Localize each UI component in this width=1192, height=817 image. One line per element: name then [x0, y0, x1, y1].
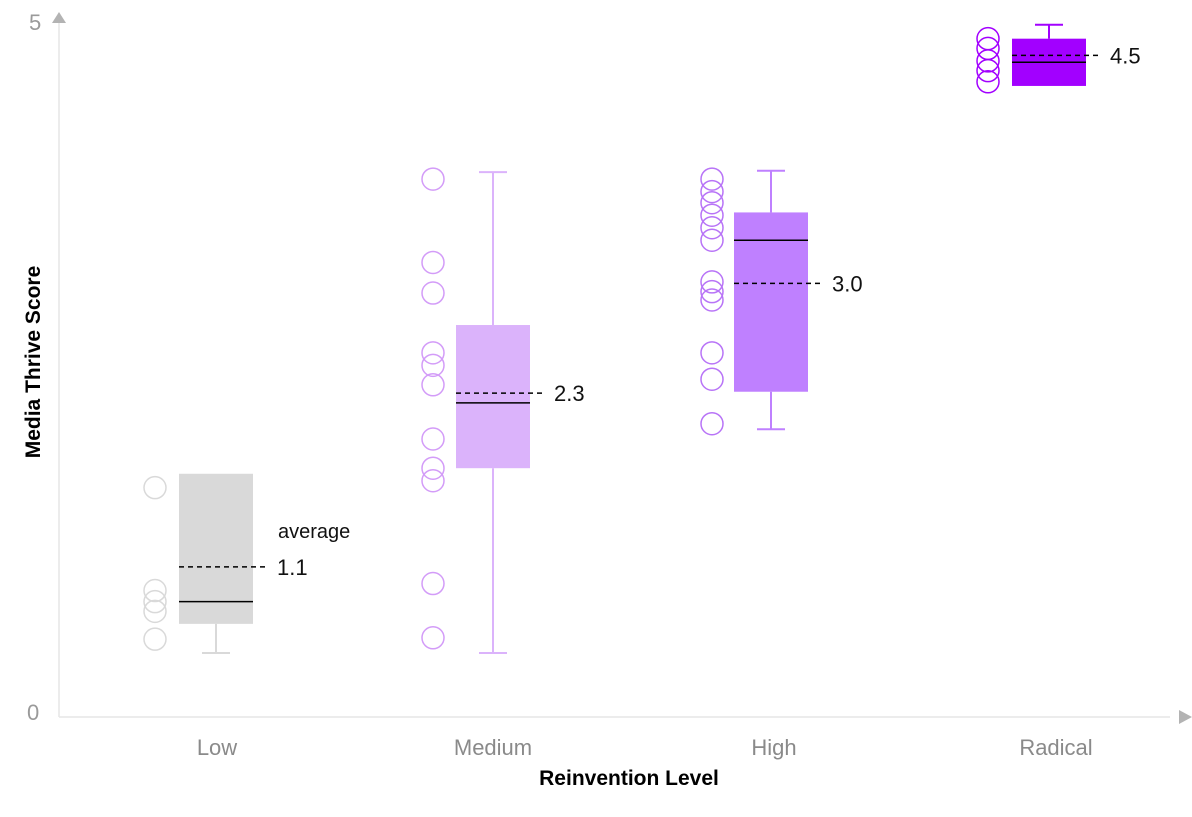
category-label-medium: Medium	[454, 735, 532, 760]
low-box	[179, 473, 253, 624]
medium-outlier-point	[421, 341, 445, 365]
medium-mean-label: 2.3	[554, 381, 585, 406]
low-outlier-point	[143, 627, 167, 651]
radical-outlier-point	[976, 36, 1000, 61]
medium-outlier-point	[421, 281, 445, 305]
high-outlier-point	[700, 367, 724, 391]
box-series-group: 1.1 2.3 3.0 4.5	[143, 23, 1141, 655]
high-outlier-point	[700, 270, 724, 294]
low-outlier-point	[143, 578, 167, 603]
average-note: average	[278, 521, 350, 543]
high-outlier-point	[700, 215, 724, 240]
medium-box	[456, 325, 530, 469]
high-outlier-point	[700, 190, 724, 215]
category-label-low: Low	[197, 735, 237, 760]
medium-outlier-point	[421, 626, 445, 650]
medium-outlier-point	[421, 468, 445, 493]
high-mean-label: 3.0	[832, 271, 863, 296]
category-label-high: High	[751, 735, 796, 760]
high-outlier-point	[700, 279, 724, 304]
y-axis-arrow-icon	[52, 12, 66, 23]
radical-mean-label: 4.5	[1110, 43, 1141, 68]
high-outlier-point	[700, 411, 724, 436]
medium-outlier-point	[421, 456, 445, 480]
medium-outlier-point	[421, 353, 445, 378]
low-outlier-point	[143, 475, 167, 500]
low-outlier-point	[143, 599, 167, 624]
x-axis-arrow-icon	[1179, 710, 1192, 724]
radical-outlier-point	[976, 49, 1000, 73]
x-axis-title: Reinvention Level	[539, 767, 719, 790]
high-outlier-point	[700, 179, 724, 204]
y-axis-title: Media Thrive Score	[22, 266, 45, 459]
medium-outlier-point	[421, 373, 445, 397]
high-outlier-point	[700, 288, 724, 312]
low-outlier-point	[143, 589, 167, 614]
high-outlier-point	[700, 203, 724, 227]
y-tick-label-max: 5	[29, 10, 41, 35]
category-label-radical: Radical	[1019, 735, 1092, 760]
y-tick-label-min: 0	[27, 700, 39, 725]
high-outlier-point	[700, 167, 724, 191]
high-box	[734, 212, 808, 392]
radical-outlier-point	[976, 26, 1000, 51]
low-mean-label: 1.1	[277, 555, 308, 580]
medium-outlier-point	[421, 167, 445, 191]
medium-outlier-point	[421, 250, 445, 275]
medium-outlier-point	[421, 427, 445, 451]
high-outlier-point	[700, 228, 724, 252]
medium-outlier-point	[421, 571, 445, 596]
radical-outlier-point	[976, 70, 1000, 94]
high-outlier-point	[700, 341, 724, 365]
